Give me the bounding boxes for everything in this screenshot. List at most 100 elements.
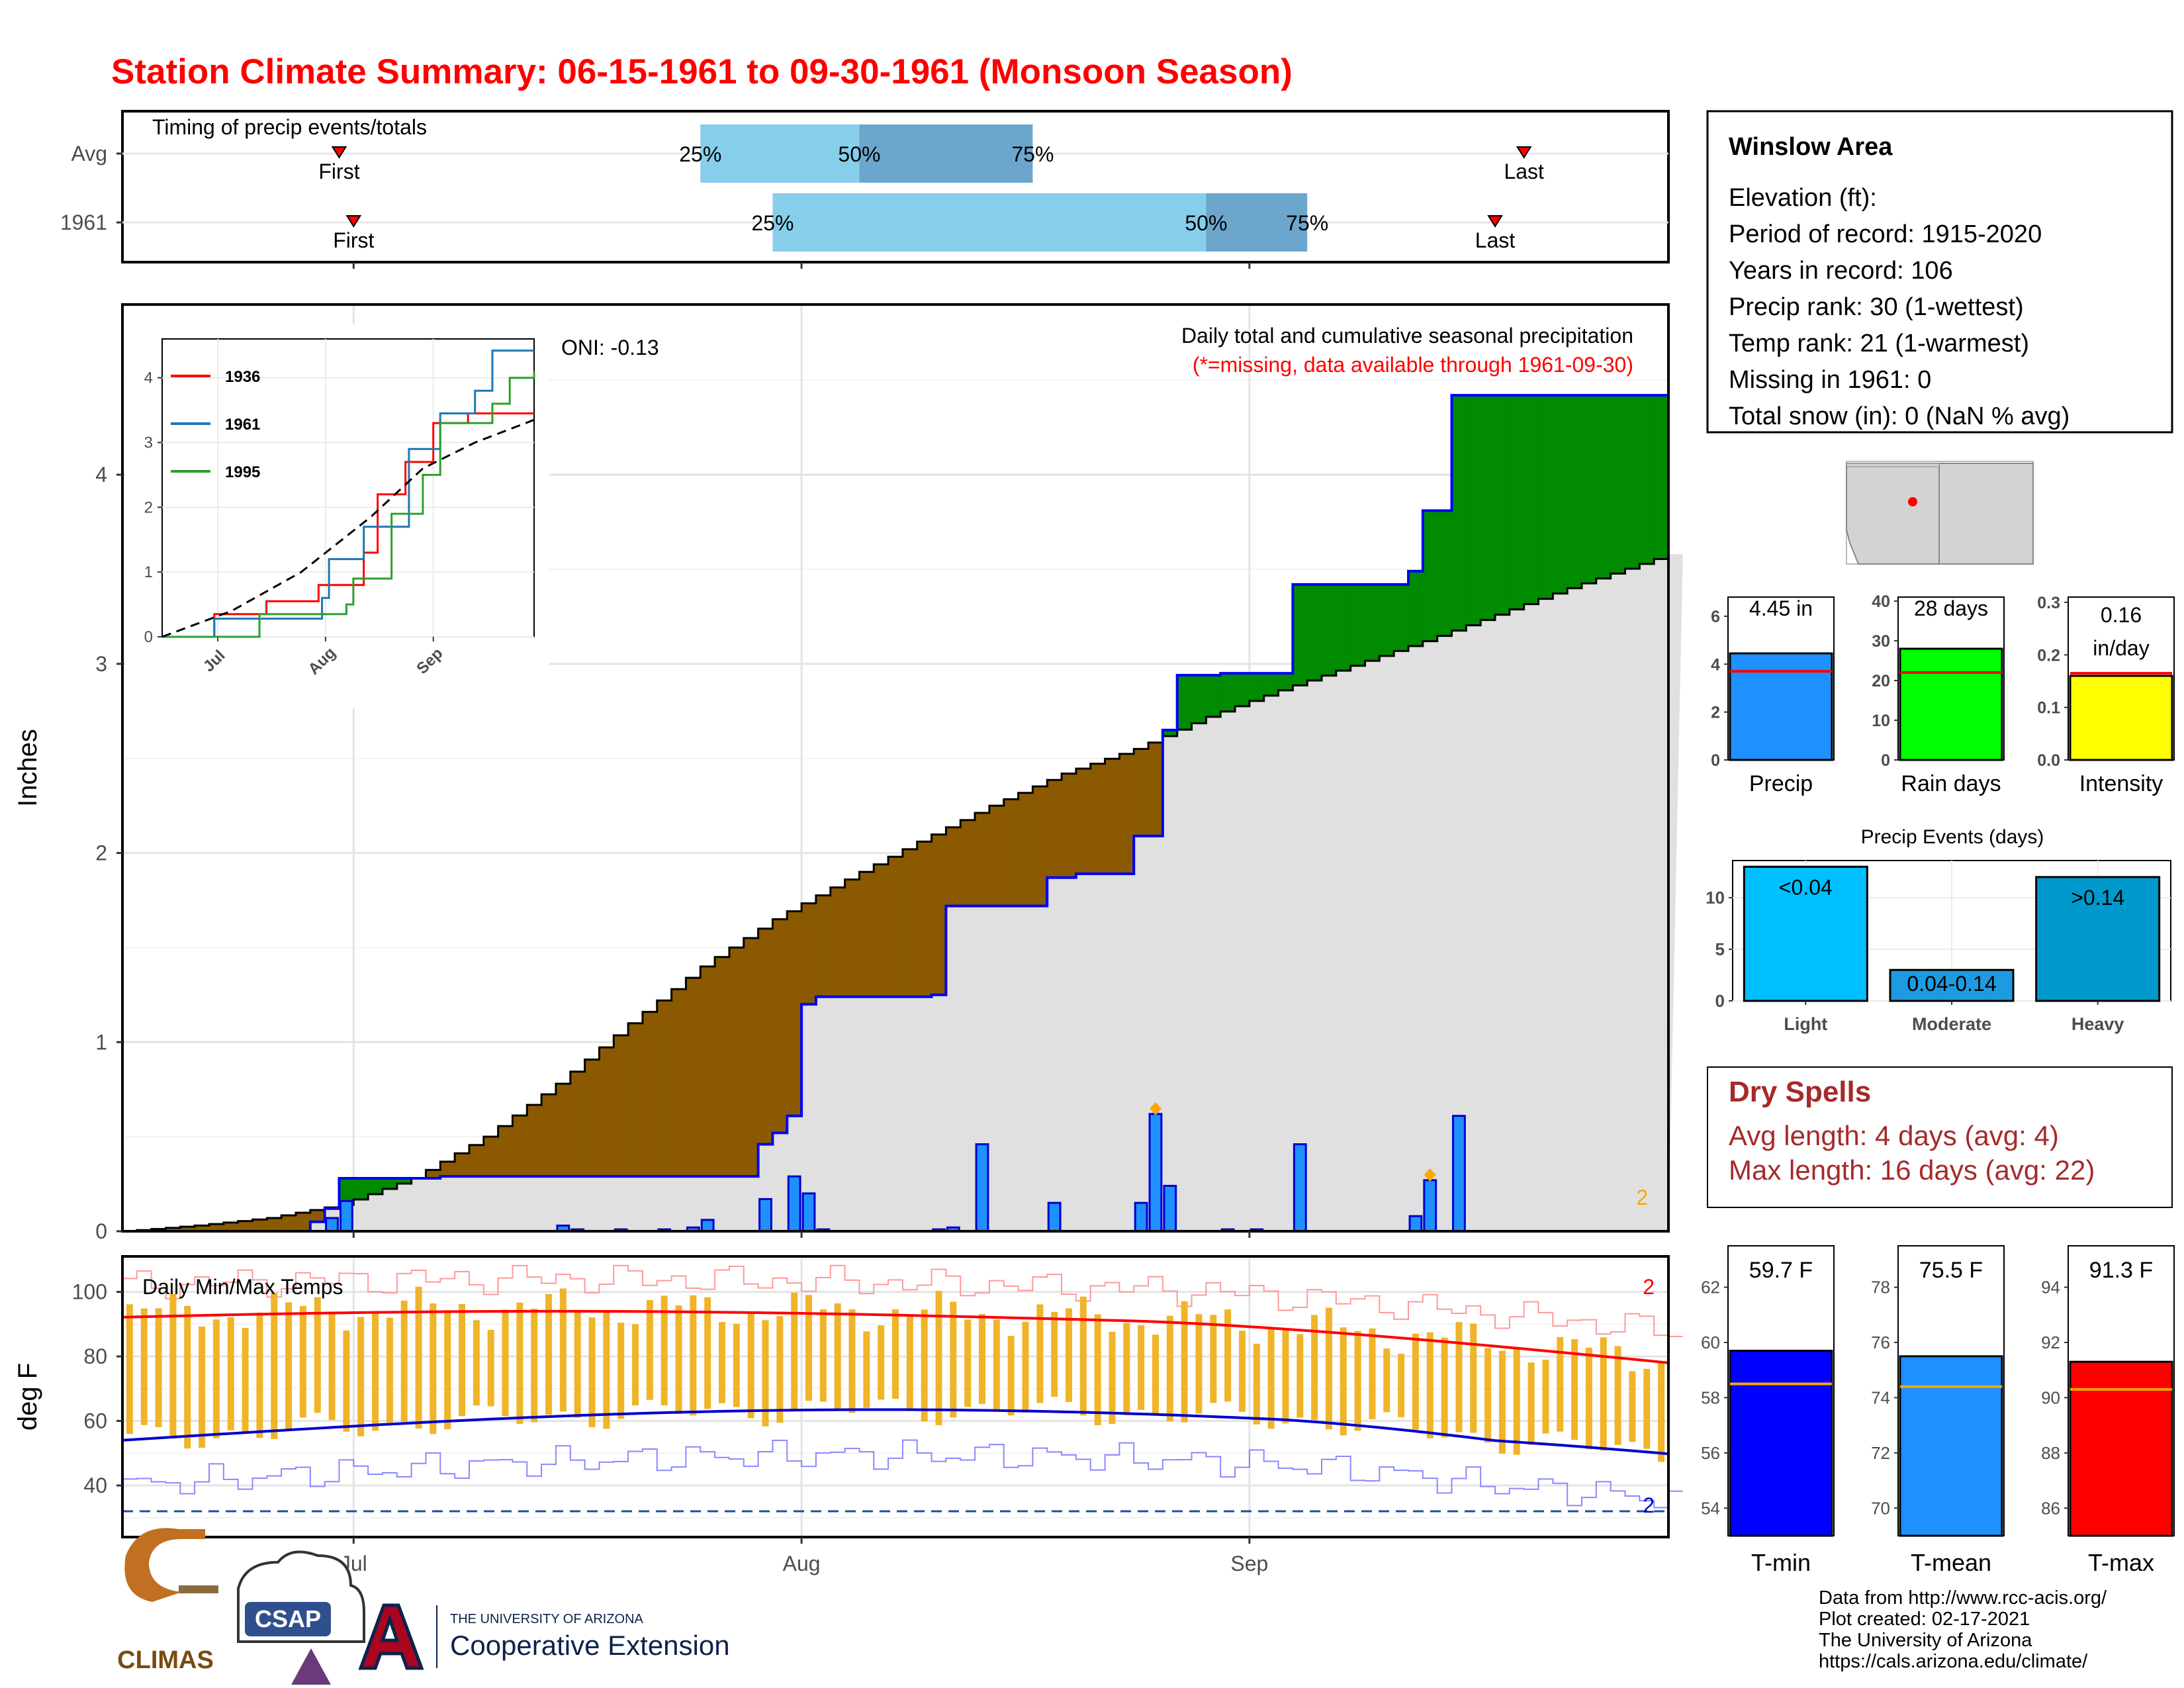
- daily-temp-bar: [1542, 1360, 1549, 1434]
- csap-text: CSAP: [255, 1605, 321, 1632]
- below-average-fill: [902, 849, 918, 997]
- precip-events-panel: Precip Events (days) 0 5 10 <0.04 Light 0.04-0…: [1706, 826, 2171, 1034]
- inset-legend-label: 1961: [225, 416, 260, 434]
- daily-temp-bar: [1253, 1343, 1260, 1425]
- daily-precip-bar: [1293, 1143, 1307, 1233]
- daily-temp-bar: [473, 1320, 480, 1406]
- timing-row-label: 1961: [60, 211, 107, 234]
- daily-temp-bar: [531, 1309, 538, 1423]
- intensity-y-tick-label: 0.1: [2037, 699, 2060, 718]
- tmean-y-tick-label: 76: [1871, 1333, 1890, 1352]
- events-category-heavy: Heavy: [2071, 1014, 2124, 1034]
- precip-panel-frame: [121, 303, 1670, 1233]
- first-event-label: First: [333, 228, 374, 252]
- daily-temp-bar: [660, 1295, 668, 1406]
- daily-precip-bar: [1163, 1184, 1177, 1233]
- below-average-fill: [772, 919, 788, 1133]
- events-title: Precip Events (days): [1861, 826, 2044, 848]
- last-event-marker: [1487, 215, 1503, 228]
- timing-pct-label: 25%: [679, 142, 721, 166]
- inset-series-1995: [162, 371, 535, 638]
- station-location-dot: [1908, 497, 1917, 506]
- above-average-fill: [1365, 584, 1380, 661]
- daily-temp-bar: [1166, 1315, 1173, 1422]
- below-average-fill: [975, 813, 990, 906]
- observed-cumulative-line: [122, 394, 1668, 1233]
- daily-temp-bar: [950, 1301, 957, 1418]
- daily-temp-bar: [314, 1297, 321, 1413]
- below-average-fill: [440, 1161, 455, 1177]
- below-average-fill: [498, 1126, 514, 1177]
- timing-bar-lower: [772, 193, 1206, 252]
- daily-temp-bar: [242, 1328, 249, 1432]
- ua-small-text: THE UNIVERSITY OF ARIZONA: [450, 1612, 644, 1626]
- below-average-fill: [628, 1023, 643, 1177]
- timing-bar-lower: [700, 124, 860, 183]
- below-average-fill: [527, 1105, 542, 1177]
- stat-bars-group: 0 2 4 6 4.45 in Precip 0 10 20 30 40 28 days Rain da…: [1711, 592, 2175, 796]
- daily-temp-bar: [444, 1310, 451, 1430]
- daily-temp-bar: [1369, 1328, 1376, 1419]
- temp-x-tick-label: Aug: [783, 1552, 821, 1575]
- ua-logo: THE UNIVERSITY OF ARIZONA Cooperative Ex…: [358, 1603, 730, 1670]
- above-average-fill: [1307, 584, 1322, 680]
- daily-temp-bar: [415, 1286, 422, 1429]
- daily-temp-bar: [1470, 1323, 1477, 1433]
- station-info-line: Period of record: 1915-2020: [1729, 220, 2042, 248]
- climas-logo: CLIMAS: [117, 1528, 218, 1674]
- above-average-fill: [1350, 584, 1366, 666]
- station-name: Winslow Area: [1729, 133, 1893, 161]
- precip-axis-label: Precip: [1749, 771, 1813, 796]
- last-event-label: Last: [1475, 228, 1516, 252]
- daily-temp-bar: [400, 1300, 408, 1422]
- oni-label: ONI: -0.13: [561, 336, 659, 359]
- daily-temp-bar: [1585, 1347, 1592, 1450]
- last-event-label: Last: [1504, 160, 1544, 183]
- below-average-fill: [787, 911, 802, 1116]
- temp-panel-frame: [121, 1255, 1670, 1538]
- timing-pct-label: 50%: [1185, 211, 1227, 235]
- below-average-fill: [555, 1084, 571, 1177]
- daily-temp-bar: [863, 1331, 870, 1408]
- daily-temp-bar: [1267, 1329, 1275, 1429]
- station-info-box: Winslow Area Elevation (ft): Period of re…: [1706, 110, 2173, 434]
- below-average-fill: [584, 1059, 600, 1177]
- below-average-fill: [512, 1115, 527, 1177]
- daily-temp-bar: [805, 1295, 813, 1401]
- first-event-marker: [345, 215, 362, 228]
- daily-temp-bar: [502, 1309, 509, 1417]
- below-average-fill: [729, 947, 745, 1177]
- tmax-value-label: 91.3 F: [2089, 1258, 2153, 1283]
- above-average-fill: [1567, 395, 1582, 588]
- daily-temp-bar: [921, 1309, 928, 1422]
- precip-subheader: (*=missing, data available through 1961-…: [1193, 353, 1633, 377]
- daily-temp-bar: [184, 1305, 191, 1449]
- inset-series-1961: [162, 350, 534, 638]
- climas-swoosh: [124, 1528, 205, 1602]
- below-average-fill: [700, 966, 715, 1177]
- precip-y-tick-label: 2: [95, 841, 107, 865]
- below-average-fill: [743, 938, 759, 1177]
- below-average-fill: [469, 1145, 484, 1177]
- below-average-fill: [758, 928, 774, 1145]
- below-average-fill: [989, 806, 1005, 906]
- below-average-fill: [946, 827, 961, 906]
- tmax-axis-label: T-max: [2088, 1549, 2154, 1576]
- daily-temp-bar: [155, 1308, 162, 1427]
- daily-temp-bar: [271, 1292, 278, 1440]
- tmean-value-label: 75.5 F: [1919, 1258, 1983, 1283]
- below-average-fill: [671, 989, 687, 1177]
- page-title: Station Climate Summary: 06-15-1961 to 0…: [111, 52, 1293, 91]
- daily-temp-bar: [1441, 1337, 1448, 1438]
- precip-header: Daily total and cumulative seasonal prec…: [1181, 324, 1633, 348]
- station-box-frame: [1706, 110, 2173, 434]
- above-average-fill: [1408, 571, 1424, 646]
- daily-temp-bar: [1282, 1329, 1289, 1424]
- daily-temp-bar: [1094, 1314, 1101, 1426]
- below-average-fill: [426, 1170, 441, 1178]
- daily-temp-bar: [1138, 1325, 1145, 1410]
- above-average-fill: [1263, 673, 1279, 696]
- tmean-value-bar: [1899, 1355, 2003, 1537]
- timing-pct-label: 75%: [1011, 142, 1054, 166]
- daily-precip-bar: [787, 1175, 801, 1233]
